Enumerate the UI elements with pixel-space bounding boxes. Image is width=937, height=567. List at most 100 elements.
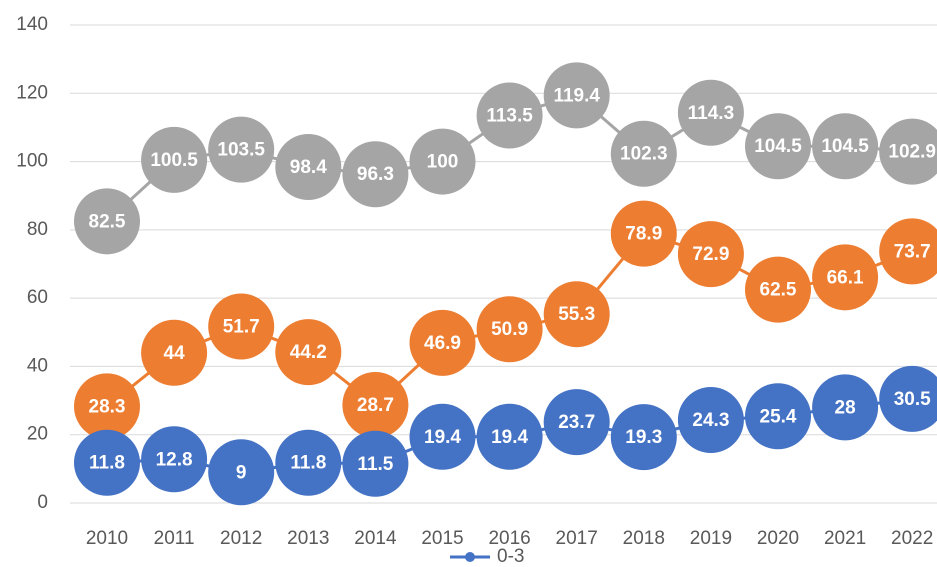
data-point <box>141 426 208 493</box>
data-label: 113.5 <box>486 105 533 126</box>
y-tick-label: 140 <box>16 14 48 35</box>
data-label: 28 <box>835 397 856 418</box>
data-point <box>879 218 937 285</box>
y-tick-label: 40 <box>27 355 48 376</box>
legend-marker <box>465 552 475 562</box>
data-label: 104.5 <box>754 136 802 157</box>
data-label: 51.7 <box>223 316 260 337</box>
data-label: 9 <box>236 462 247 483</box>
data-point <box>677 79 744 146</box>
data-point <box>141 319 208 386</box>
data-label: 23.7 <box>558 412 595 433</box>
data-label: 55.3 <box>558 304 595 325</box>
data-point <box>812 113 879 180</box>
data-point <box>610 120 677 187</box>
legend-label: 0-3 <box>497 546 524 567</box>
data-label: 100 <box>427 152 459 173</box>
data-label: 102.3 <box>620 144 668 165</box>
data-point <box>812 244 879 311</box>
data-label: 25.4 <box>760 406 797 427</box>
x-tick-label: 2010 <box>86 528 128 549</box>
data-point <box>677 221 744 288</box>
x-tick-label: 2022 <box>891 528 933 549</box>
x-tick-label: 2015 <box>421 528 463 549</box>
data-point <box>208 293 275 360</box>
data-point <box>275 319 342 386</box>
data-label: 119.4 <box>553 85 600 106</box>
data-point <box>476 82 543 149</box>
data-point <box>812 374 879 441</box>
data-label: 46.9 <box>424 333 461 354</box>
data-label: 11.8 <box>89 453 125 474</box>
x-tick-label: 2018 <box>623 528 665 549</box>
data-label: 19.4 <box>424 427 461 448</box>
data-label: 30.5 <box>894 389 931 410</box>
data-point <box>141 126 208 193</box>
x-tick-label: 2012 <box>220 528 262 549</box>
data-label: 11.8 <box>290 453 326 474</box>
data-label: 44 <box>164 343 186 364</box>
data-point <box>208 116 275 183</box>
data-point <box>342 141 409 208</box>
data-label: 11.5 <box>357 454 393 475</box>
data-label: 28.7 <box>357 395 394 416</box>
x-tick-label: 2021 <box>824 528 866 549</box>
x-tick-label: 2016 <box>488 528 530 549</box>
data-label: 104.5 <box>821 136 869 157</box>
data-label: 103.5 <box>217 140 265 161</box>
x-tick-label: 2020 <box>757 528 799 549</box>
data-label: 24.3 <box>692 410 729 431</box>
data-label: 72.9 <box>692 244 729 265</box>
data-point <box>543 389 610 456</box>
y-tick-label: 20 <box>27 424 48 445</box>
y-tick-label: 0 <box>37 492 48 513</box>
data-point <box>610 200 677 267</box>
x-tick-label: 2014 <box>354 528 397 549</box>
data-label: 44.2 <box>290 342 327 363</box>
data-point <box>342 372 409 439</box>
y-tick-label: 100 <box>16 151 48 172</box>
data-point <box>879 118 937 185</box>
data-label: 73.7 <box>894 241 931 262</box>
data-label: 19.3 <box>625 427 662 448</box>
x-tick-label: 2013 <box>287 528 329 549</box>
data-point <box>208 439 275 506</box>
data-label: 82.5 <box>89 211 126 232</box>
data-point <box>610 404 677 471</box>
data-point <box>74 188 140 255</box>
data-label: 66.1 <box>827 267 864 288</box>
data-label: 78.9 <box>625 224 662 245</box>
data-label: 19.4 <box>491 427 528 448</box>
x-tick-label: 2019 <box>690 528 732 549</box>
data-point <box>745 383 811 450</box>
data-label: 100.5 <box>150 150 198 171</box>
data-point <box>409 403 476 470</box>
x-tick-label: 2011 <box>154 528 195 549</box>
data-point <box>677 387 744 454</box>
data-label: 102.9 <box>888 142 936 163</box>
y-tick-label: 80 <box>27 219 48 240</box>
data-point <box>275 429 342 496</box>
data-label: 98.4 <box>290 157 327 178</box>
data-point <box>879 365 937 432</box>
data-point <box>74 373 140 440</box>
data-point <box>275 134 342 201</box>
data-label: 114.3 <box>688 103 735 124</box>
data-label: 62.5 <box>760 280 797 301</box>
data-point <box>745 256 811 323</box>
data-point <box>745 113 811 180</box>
data-label: 28.3 <box>89 396 126 417</box>
data-label: 50.9 <box>491 319 528 340</box>
x-tick-label: 2017 <box>556 528 598 549</box>
data-label: 12.8 <box>156 449 193 470</box>
data-point <box>476 403 543 470</box>
y-tick-label: 60 <box>27 287 48 308</box>
data-point <box>543 281 610 348</box>
y-tick-label: 120 <box>16 82 48 103</box>
data-point <box>409 309 476 376</box>
data-point <box>74 429 140 496</box>
data-label: 96.3 <box>357 164 394 185</box>
data-point <box>409 128 476 195</box>
